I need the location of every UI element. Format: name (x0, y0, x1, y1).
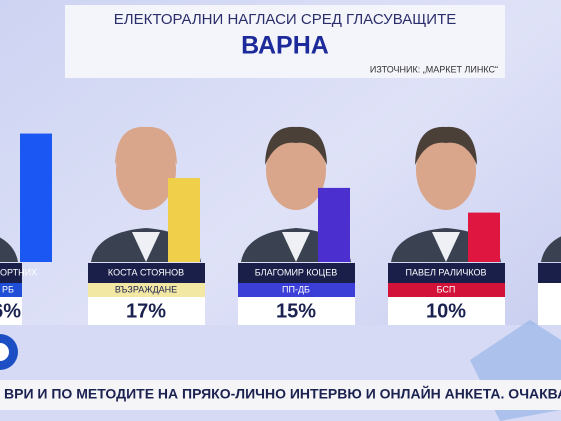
bar (168, 178, 200, 262)
portrait-shirt (432, 232, 460, 262)
portrait-shirt (132, 232, 160, 262)
portrait-body (541, 236, 561, 262)
party-name: ВЪЗРАЖДАНЕ (115, 284, 177, 294)
name-strip (88, 263, 205, 283)
portrait-shirt (282, 232, 310, 262)
value-box (538, 297, 561, 325)
bar (20, 133, 52, 262)
value-box (238, 297, 355, 325)
party-strip (88, 283, 205, 297)
party-strip (0, 283, 22, 297)
value-label: 17% (126, 300, 166, 322)
title-box (65, 5, 505, 78)
value-label: 10% (426, 300, 466, 322)
value-box (88, 297, 205, 325)
ticker-text: ВРИ И ПО МЕТОДИТЕ НА ПРЯКО-ЛИЧНО ИНТЕРВЮ… (4, 385, 561, 402)
portrait-head (116, 130, 176, 210)
party-strip (538, 283, 561, 297)
party-name: БСП (437, 284, 456, 294)
ticker-band (0, 380, 561, 410)
portrait-hair (115, 126, 177, 165)
party-name: ПП-ДБ (282, 284, 310, 294)
plot: ОРТНИХ РБ 26% КОСТА СТОЯНОВ ВЪЗРАЖДАНЕ 17% БЛА… (0, 126, 561, 325)
candidate-name: ОРТНИХ (0, 267, 37, 277)
portrait-head (266, 130, 326, 210)
value-box (0, 297, 22, 325)
portrait-hair (415, 126, 477, 165)
chart-title: ЕЛЕКТОРАЛНИ НАГЛАСИ СРЕД ГЛАСУВАЩИТЕ (114, 11, 456, 28)
candidate-name: БЛАГОМИР КОЦЕВ (255, 267, 337, 277)
name-strip (538, 263, 561, 283)
party-strip (388, 283, 505, 297)
portrait-head (416, 130, 476, 210)
portrait-hair (265, 126, 327, 165)
candidate-name: КОСТА СТОЯНОВ (108, 267, 184, 277)
name-strip (238, 263, 355, 283)
value-label: 26% (0, 300, 21, 322)
bar (468, 212, 500, 262)
name-strip (0, 263, 22, 283)
source: ИЗТОЧНИК: „МАРКЕТ ЛИНКС“ (370, 64, 498, 74)
value-box (388, 297, 505, 325)
bar (318, 187, 350, 262)
name-strip (388, 263, 505, 283)
chart-subtitle: ВАРНА (241, 32, 329, 60)
party-strip (238, 283, 355, 297)
party-name: РБ (2, 284, 14, 294)
candidate-name: ПАВЕЛ РАЛИЧКОВ (405, 267, 486, 277)
value-label: 15% (276, 300, 316, 322)
portrait-body (0, 237, 18, 262)
logo-inner (0, 343, 9, 361)
